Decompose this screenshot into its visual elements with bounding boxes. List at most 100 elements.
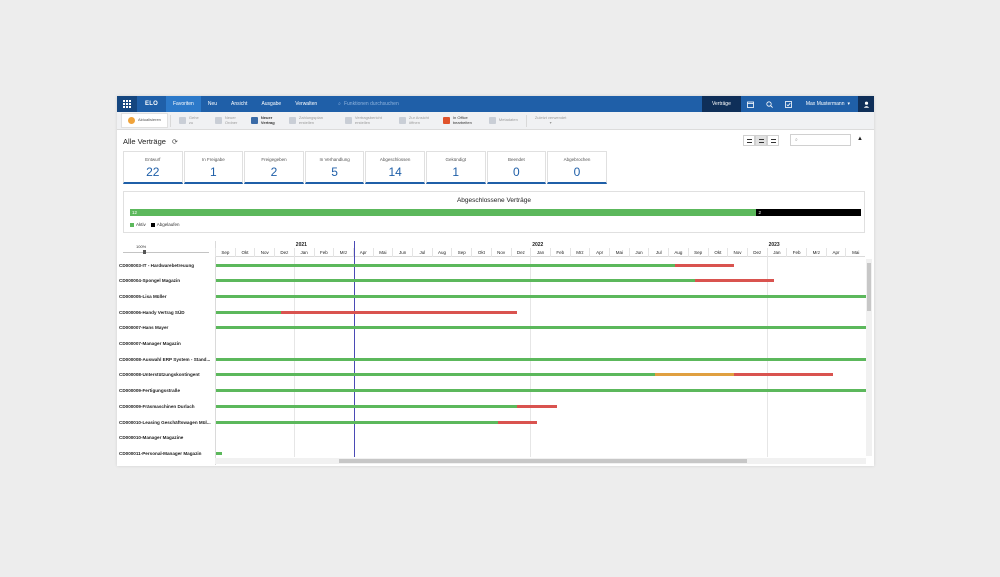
recently-used-button[interactable]: Zuletzt verwendet ▾ — [529, 115, 573, 126]
gantt-bar-active[interactable] — [216, 279, 695, 283]
status-tile[interactable]: In Freigabe 1 — [183, 151, 244, 184]
task-check-icon[interactable] — [779, 96, 798, 112]
status-tile-count: 14 — [388, 165, 402, 179]
view-switcher — [743, 135, 779, 146]
tab-ansicht[interactable]: Ansicht — [231, 101, 248, 107]
contract-row-label[interactable]: CD000009-Fräsmaschinen Durlach — [119, 403, 195, 409]
gantt-month-row: Sep Okt Nov Dez Jan Feb Mrz Apr Mai Jun Jul Aug Sep O… — [215, 248, 865, 257]
today-marker — [353, 241, 355, 457]
tab-favoriten[interactable]: Favoriten — [166, 96, 201, 112]
edit-in-office-button[interactable]: In Office bearbeiten — [437, 115, 483, 125]
gantt-bar-active[interactable] — [216, 420, 498, 424]
contract-row-label[interactable]: CD000010-Manager Magazine — [119, 435, 184, 441]
metadata-button[interactable]: Metadaten — [483, 117, 524, 124]
gantt-bar-active[interactable] — [216, 310, 281, 314]
month-label: Dez — [510, 248, 531, 257]
gantt-bar-ending[interactable] — [675, 263, 735, 267]
status-tile[interactable]: Abgeschlossen 14 — [365, 151, 425, 184]
gantt-bar-active[interactable] — [216, 389, 872, 393]
gantt-bar-active[interactable] — [216, 404, 518, 408]
search-icon[interactable] — [760, 96, 779, 112]
gantt-bar-ending[interactable] — [281, 310, 518, 314]
contract-row-label[interactable]: CD000004-Spongel Magazin — [119, 278, 181, 284]
gantt-bar-ending[interactable] — [517, 404, 557, 408]
contract-row-label[interactable]: CD000007-Manager Magazin — [119, 341, 181, 346]
app-launcher-button[interactable] — [117, 96, 137, 112]
list-icon — [746, 138, 752, 143]
gantt-bar-ending[interactable] — [734, 373, 833, 377]
tab-verwalten[interactable]: Verwalten — [295, 101, 318, 107]
active-count: 12 — [132, 209, 138, 215]
summary-panel: Abgeschlossene Verträge 12 2 Aktiv Abgel… — [123, 191, 865, 233]
gantt-bar-active[interactable] — [216, 263, 675, 267]
split-view-button[interactable] — [755, 135, 767, 146]
eye-icon — [398, 117, 406, 124]
calendar-icon[interactable] — [741, 96, 760, 112]
scrollbar-thumb[interactable] — [867, 263, 871, 311]
month-label: Nov — [254, 248, 274, 257]
gantt-bar-active[interactable] — [216, 373, 656, 377]
contract-row-label[interactable]: CD000011-Personal-Manager Magazin — [119, 450, 202, 456]
month-label: Mai — [609, 248, 629, 257]
month-label: Jan — [530, 248, 550, 257]
month-label: Jun — [628, 248, 649, 257]
contract-row-label[interactable]: CD000006-Handy Vertrag SÜD — [119, 309, 185, 315]
open-view-button[interactable]: Zur Ansicht öffnen — [393, 115, 437, 125]
status-tile[interactable]: In Verhandlung 5 — [304, 151, 365, 184]
payment-plan-button[interactable]: Zahlungsplan erstellen — [283, 115, 339, 125]
status-tile[interactable]: Entwurf 22 — [123, 151, 183, 184]
grid-view-button[interactable] — [767, 135, 779, 146]
gantt-bar-active[interactable] — [216, 451, 222, 455]
contract-report-button[interactable]: Vertragsbericht erstellen — [339, 115, 393, 125]
gantt-bar-active[interactable] — [216, 326, 872, 330]
active-segment[interactable] — [130, 209, 757, 216]
nav-right: Verträge Max Mustermann ▾ — [701, 96, 874, 112]
list-view-button[interactable] — [743, 135, 755, 146]
function-search[interactable]: ⌕ Funktionen durchsuchen — [338, 96, 399, 112]
contract-row-label[interactable]: CD000010-Leasing Geschäftswagen Mül... — [119, 419, 211, 425]
summary-legend: Aktiv Abgelaufen — [130, 222, 180, 227]
contract-row-label[interactable]: CD000007-Hans Mayer — [119, 325, 169, 331]
contract-row-label[interactable]: CD000008-Unterstützungskontingent — [119, 372, 200, 378]
gantt-bar-ending[interactable] — [694, 279, 774, 283]
contract-row-label[interactable]: CD000008-Auswahl ERP System - Stand... — [119, 356, 211, 362]
zoom-handle[interactable] — [143, 250, 146, 254]
horizontal-scrollbar[interactable] — [215, 458, 866, 464]
collapse-up-icon[interactable]: ▲ — [857, 136, 863, 142]
month-label: Mai — [845, 248, 865, 257]
month-label: Sep — [215, 248, 235, 257]
month-label: Okt — [471, 248, 491, 257]
context-vertraege[interactable]: Verträge — [701, 96, 741, 112]
status-tile[interactable]: Freigegeben 2 — [244, 151, 304, 184]
filter-input[interactable]: ⌕ — [790, 134, 851, 146]
scrollbar-thumb[interactable] — [339, 459, 747, 463]
month-label: Feb — [549, 248, 570, 257]
avatar[interactable] — [858, 96, 874, 112]
refresh-button[interactable]: Aktualisieren — [121, 113, 168, 128]
new-folder-button[interactable]: Neuer Ordner — [209, 115, 245, 125]
expired-count: 2 — [758, 209, 761, 215]
status-tile[interactable]: Beendet 0 — [486, 151, 547, 184]
gantt-bar-active[interactable] — [216, 294, 872, 298]
user-menu[interactable]: Max Mustermann ▾ — [798, 96, 858, 112]
refresh-icon[interactable]: ⟳ — [171, 138, 178, 146]
status-tile[interactable]: Gekündigt 1 — [425, 151, 486, 184]
app-window: ELO Favoriten Neu Ansicht Ausgabe Verwal… — [117, 96, 874, 466]
tab-ausgabe[interactable]: Ausgabe — [261, 101, 282, 107]
new-contract-button[interactable]: Neuer Vertrag — [245, 115, 283, 125]
gantt-bar-ending[interactable] — [497, 420, 538, 424]
gantt-bar-active[interactable] — [216, 357, 872, 361]
status-tile[interactable]: Abgebrochen 0 — [547, 151, 607, 184]
goto-button[interactable]: Gehe zu — [173, 115, 209, 125]
tab-neu[interactable]: Neu — [207, 101, 218, 107]
contract-row-label[interactable]: CD000009-Fertigungsstraße — [119, 388, 181, 394]
contract-report-label: Vertragsbericht erstellen — [354, 115, 382, 125]
new-folder-label: Neuer Ordner — [224, 115, 238, 125]
contract-row-label[interactable]: CD000003-IT - Hardwarebetreuung — [119, 262, 195, 268]
gantt-divider — [215, 241, 216, 465]
contract-row-label[interactable]: CD000005-Lisa Müller — [119, 293, 167, 299]
gantt-bar-warning[interactable] — [655, 373, 735, 377]
vertical-scrollbar[interactable] — [866, 259, 872, 456]
split-view-icon — [758, 138, 764, 143]
refresh-label: Aktualisieren — [138, 117, 161, 123]
